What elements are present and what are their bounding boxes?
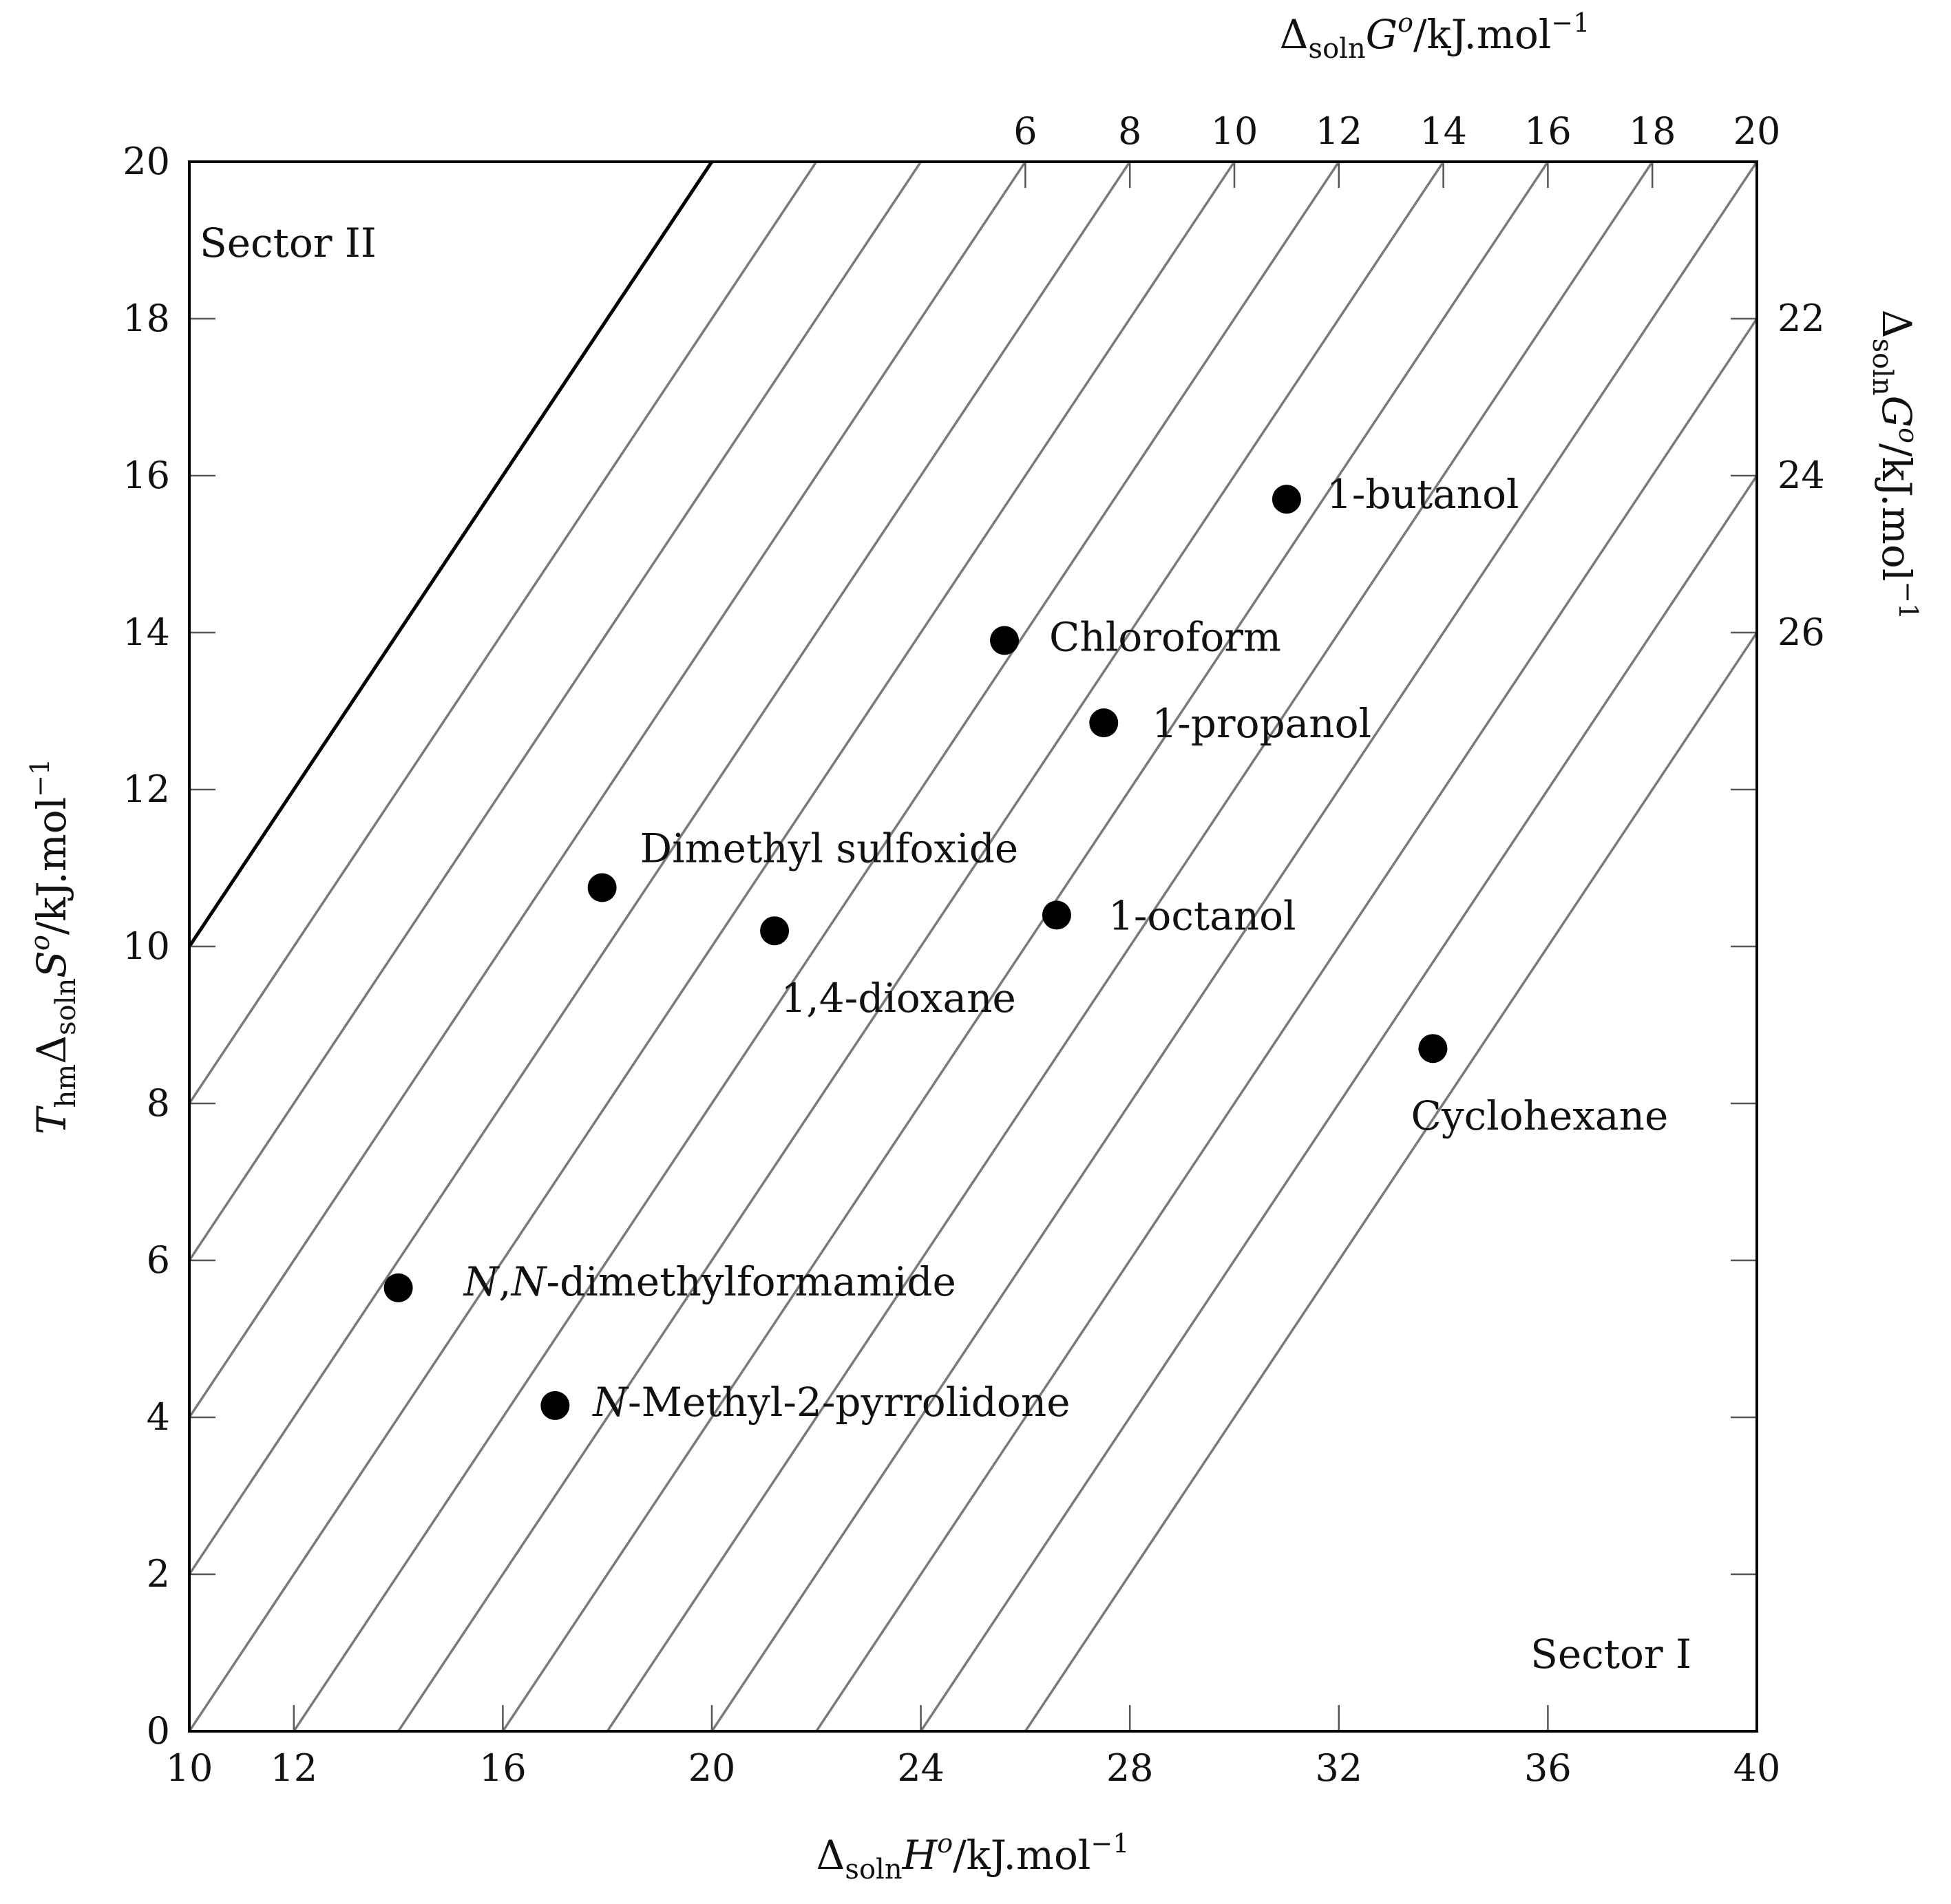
x-tick-label: 28	[1106, 1746, 1154, 1790]
x-tick-label: 12	[270, 1746, 317, 1790]
g-top-tick-label: 20	[1733, 109, 1781, 153]
data-point-label: N,N-dimethylformamide	[463, 1258, 956, 1305]
isoenergetic-line	[189, 162, 1131, 1577]
sector-ii-label: Sector II	[200, 220, 377, 266]
g-right-tick-label: 22	[1778, 297, 1825, 340]
data-point	[1418, 1034, 1448, 1064]
isoenergetic-lines	[189, 162, 1757, 1731]
isoenergetic-line	[1024, 630, 1757, 1731]
isoenergetic-line	[920, 473, 1757, 1731]
isoenergetic-line	[189, 162, 922, 1263]
data-point-label: Chloroform	[1049, 613, 1281, 660]
isoenergetic-line	[189, 162, 1026, 1420]
data-point	[540, 1390, 570, 1420]
data-points	[383, 485, 1448, 1420]
x-axis-title: ΔsolnHo/kJ.mol−1	[816, 1828, 1130, 1885]
g-axis-title-right: ΔsolnGo/kJ.mol−1	[1866, 310, 1923, 620]
x-tick-label: 20	[688, 1746, 736, 1790]
x-tick-label: 16	[479, 1746, 527, 1790]
sector-boundary-line	[187, 160, 714, 948]
y-tick-label: 16	[123, 454, 170, 497]
isoenergetic-line	[397, 162, 1445, 1731]
y-tick-label: 10	[123, 924, 170, 968]
y-tick-label: 6	[147, 1238, 170, 1282]
data-point-label: 1-octanol	[1108, 892, 1296, 939]
y-tick-label: 0	[147, 1709, 170, 1753]
y-tick-label: 14	[123, 611, 170, 654]
g-top-tick-label: 10	[1211, 109, 1258, 153]
data-point	[760, 916, 790, 946]
y-tick-label: 20	[123, 140, 170, 183]
data-point	[1042, 900, 1071, 930]
x-tick-label: 40	[1733, 1746, 1781, 1790]
data-point	[383, 1273, 413, 1302]
data-point-label: 1-propanol	[1152, 700, 1371, 747]
x-tick-label: 24	[897, 1746, 945, 1790]
y-tick-label: 4	[147, 1395, 170, 1439]
y-tick-label: 18	[123, 297, 170, 340]
g-top-tick-label: 16	[1524, 109, 1572, 153]
data-point-label: Cyclohexane	[1411, 1092, 1669, 1139]
isoenergetic-line	[710, 162, 1757, 1731]
isoenergetic-line	[189, 162, 1236, 1731]
x-tick-labels: 10 12 16 20 24 28 32 36 40	[166, 1746, 1781, 1790]
data-point-label: Dimethyl sulfoxide	[640, 825, 1019, 872]
data-point-label: 1,4-dioxane	[781, 975, 1015, 1022]
data-point-label: N-Methyl-2-pyrrolidone	[591, 1379, 1070, 1426]
g-right-tick-label: 26	[1778, 611, 1825, 654]
isoenergetic-line	[501, 162, 1549, 1731]
g-top-tick-label: 8	[1118, 109, 1141, 153]
g-right-tick-labels: 22 24 26	[1778, 297, 1825, 654]
g-top-tick-label: 6	[1013, 109, 1037, 153]
isoenergetic-line	[606, 162, 1654, 1731]
g-top-tick-labels: 6 8 10 12 14 16 18 20	[1013, 109, 1780, 153]
data-point	[587, 873, 617, 902]
isoenergetic-line	[189, 162, 818, 1106]
g-right-tick-label: 24	[1778, 454, 1825, 497]
y-axis-title: ThmΔsolnSo/kJ.mol−1	[25, 759, 82, 1134]
x-tick-label: 36	[1524, 1746, 1572, 1790]
sector-i-label: Sector I	[1530, 1631, 1691, 1678]
g-top-tick-label: 14	[1420, 109, 1467, 153]
data-point	[990, 626, 1020, 655]
data-point	[1089, 708, 1119, 738]
g-top-tick-label: 12	[1315, 109, 1362, 153]
g-axis-title-top: ΔsolnGo/kJ.mol−1	[1280, 8, 1590, 65]
data-point-labels: 1-butanol Chloroform 1-propanol Dimethyl su…	[463, 471, 1669, 1426]
isoenergetic-line	[293, 162, 1340, 1731]
data-point-label: 1-butanol	[1327, 471, 1519, 518]
y-tick-label: 8	[147, 1081, 170, 1125]
plot-frame	[188, 160, 1758, 1733]
x-tick-label: 32	[1315, 1746, 1362, 1790]
isoenergetic-line	[815, 316, 1757, 1731]
x-tick-label: 10	[166, 1746, 213, 1790]
y-tick-label: 12	[123, 768, 170, 811]
y-tick-labels: 0 2 4 6 8 10 12 14 16 18 20	[123, 140, 170, 1753]
g-top-tick-label: 18	[1629, 109, 1676, 153]
y-tick-label: 2	[147, 1552, 170, 1596]
data-point	[1272, 485, 1301, 514]
